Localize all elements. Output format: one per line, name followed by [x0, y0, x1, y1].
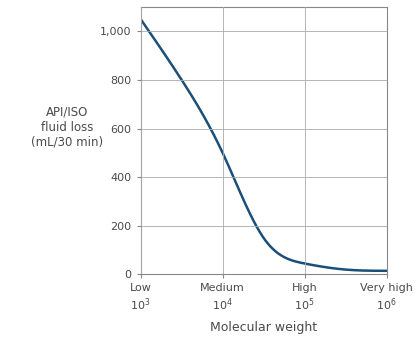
X-axis label: Molecular weight: Molecular weight — [210, 321, 317, 334]
Y-axis label: API/ISO
fluid loss
(mL/30 min): API/ISO fluid loss (mL/30 min) — [31, 106, 103, 149]
